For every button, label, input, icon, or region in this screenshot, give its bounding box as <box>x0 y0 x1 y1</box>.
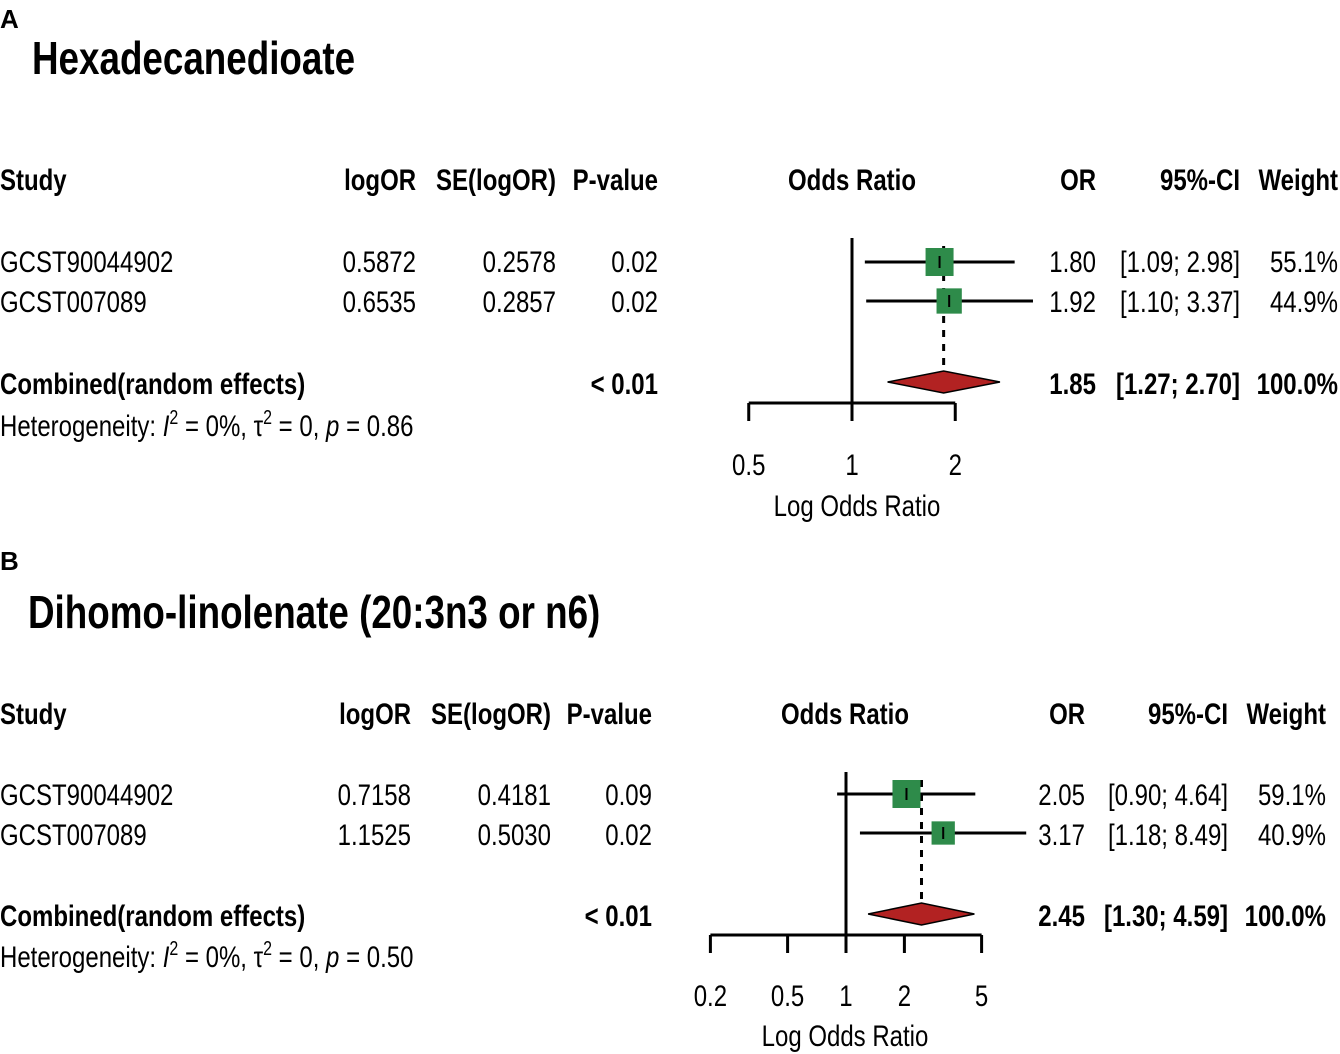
het-p-value: = 0.86 <box>339 408 413 442</box>
het-prefix: Heterogeneity: <box>0 408 163 442</box>
panel-label: B <box>0 546 19 576</box>
study-se: 0.2578 <box>483 244 556 278</box>
chart-title: Hexadecanedioate <box>32 32 355 84</box>
study-se: 0.2857 <box>483 284 556 318</box>
study-se: 0.4181 <box>478 777 551 811</box>
het-i2-symbol: I <box>163 939 170 973</box>
header-plot: Odds Ratio <box>788 162 916 196</box>
header-ci: 95%-CI <box>1160 162 1240 196</box>
het-i2-value: = 0%, <box>178 408 253 442</box>
study-se: 0.5030 <box>478 817 551 851</box>
study-logor: 0.5872 <box>343 244 416 278</box>
study-weight: 40.9% <box>1258 817 1326 851</box>
header-study: Study <box>0 162 67 196</box>
combined-label: Combined(random effects) <box>0 366 305 400</box>
x-tick-label: 1 <box>839 978 852 1012</box>
heterogeneity-text: Heterogeneity: I2 = 0%, τ2 = 0, p = 0.50 <box>0 937 413 973</box>
heterogeneity-text: Heterogeneity: I2 = 0%, τ2 = 0, p = 0.86 <box>0 406 413 442</box>
het-i2-symbol: I <box>163 408 170 442</box>
panel-b: B Dihomo-linolenate (20:3n3 or n6) Study… <box>0 546 1326 1053</box>
panel-label: A <box>0 4 19 34</box>
combined-pvalue: < 0.01 <box>591 366 658 400</box>
header-logor: logOR <box>344 162 416 196</box>
het-prefix: Heterogeneity: <box>0 939 163 973</box>
study-ci: [1.18; 8.49] <box>1108 817 1228 851</box>
x-tick-label: 5 <box>975 978 988 1012</box>
x-tick-label: 2 <box>898 978 911 1012</box>
study-logor: 0.6535 <box>343 284 416 318</box>
het-tau-value: = 0, <box>272 408 326 442</box>
study-weight: 55.1% <box>1270 244 1338 278</box>
study-weight: 44.9% <box>1270 284 1338 318</box>
x-axis-label: Log Odds Ratio <box>774 488 941 522</box>
x-axis-label: Log Odds Ratio <box>762 1018 929 1052</box>
study-or: 2.05 <box>1038 777 1085 811</box>
het-i2-sup: 2 <box>169 406 178 428</box>
het-p-value: = 0.50 <box>339 939 413 973</box>
study-pvalue: 0.02 <box>611 284 658 318</box>
x-tick-label: 0.5 <box>732 447 765 481</box>
study-logor: 1.1525 <box>338 817 411 851</box>
header-pvalue: P-value <box>567 696 652 730</box>
study-pvalue: 0.09 <box>605 777 652 811</box>
combined-diamond <box>867 902 975 926</box>
combined-diamond <box>887 370 1001 394</box>
forest-marks: 0.5 1 2 <box>732 238 1033 482</box>
header-weight: Weight <box>1246 696 1326 730</box>
het-p-symbol: p <box>325 939 339 973</box>
combined-pvalue: < 0.01 <box>585 898 652 932</box>
study-ci: [1.10; 3.37] <box>1120 284 1240 318</box>
study-ci: [0.90; 4.64] <box>1108 777 1228 811</box>
header-pvalue: P-value <box>573 162 658 196</box>
study-or: 1.92 <box>1049 284 1096 318</box>
header-weight: Weight <box>1258 162 1338 196</box>
het-tau-value: = 0, <box>272 939 326 973</box>
panel-a: A Hexadecanedioate Study logOR SE(logOR)… <box>0 4 1338 523</box>
het-tau-sup: 2 <box>263 937 272 959</box>
study-ci: [1.09; 2.98] <box>1120 244 1240 278</box>
header-ci: 95%-CI <box>1148 696 1228 730</box>
combined-ci: [1.30; 4.59] <box>1104 898 1228 932</box>
study-or: 3.17 <box>1038 817 1085 851</box>
combined-weight: 100.0% <box>1245 898 1326 932</box>
header-or: OR <box>1049 696 1085 730</box>
header-study: Study <box>0 696 67 730</box>
x-tick-label: 2 <box>949 447 962 481</box>
header-plot: Odds Ratio <box>781 696 909 730</box>
combined-ci: [1.27; 2.70] <box>1116 366 1240 400</box>
x-tick-label: 1 <box>845 447 858 481</box>
het-i2-value: = 0%, <box>178 939 253 973</box>
x-tick-label: 0.2 <box>694 978 727 1012</box>
het-tau-symbol: τ <box>254 408 264 442</box>
combined-or: 1.85 <box>1049 366 1096 400</box>
het-p-symbol: p <box>325 408 339 442</box>
header-se: SE(logOR) <box>431 696 551 730</box>
header-or: OR <box>1060 162 1096 196</box>
study-pvalue: 0.02 <box>611 244 658 278</box>
study-name: GCST007089 <box>0 284 147 318</box>
header-logor: logOR <box>339 696 411 730</box>
forest-marks: 0.2 0.5 1 2 5 <box>694 772 1027 1013</box>
combined-or: 2.45 <box>1038 898 1085 932</box>
header-se: SE(logOR) <box>436 162 556 196</box>
combined-label: Combined(random effects) <box>0 898 305 932</box>
study-name: GCST007089 <box>0 817 147 851</box>
study-logor: 0.7158 <box>338 777 411 811</box>
study-name: GCST90044902 <box>0 777 173 811</box>
het-i2-sup: 2 <box>169 937 178 959</box>
study-name: GCST90044902 <box>0 244 173 278</box>
x-tick-label: 0.5 <box>771 978 804 1012</box>
chart-title: Dihomo-linolenate (20:3n3 or n6) <box>28 586 600 638</box>
study-weight: 59.1% <box>1258 777 1326 811</box>
combined-weight: 100.0% <box>1257 366 1338 400</box>
het-tau-symbol: τ <box>254 939 264 973</box>
het-tau-sup: 2 <box>263 406 272 428</box>
study-or: 1.80 <box>1049 244 1096 278</box>
study-pvalue: 0.02 <box>605 817 652 851</box>
